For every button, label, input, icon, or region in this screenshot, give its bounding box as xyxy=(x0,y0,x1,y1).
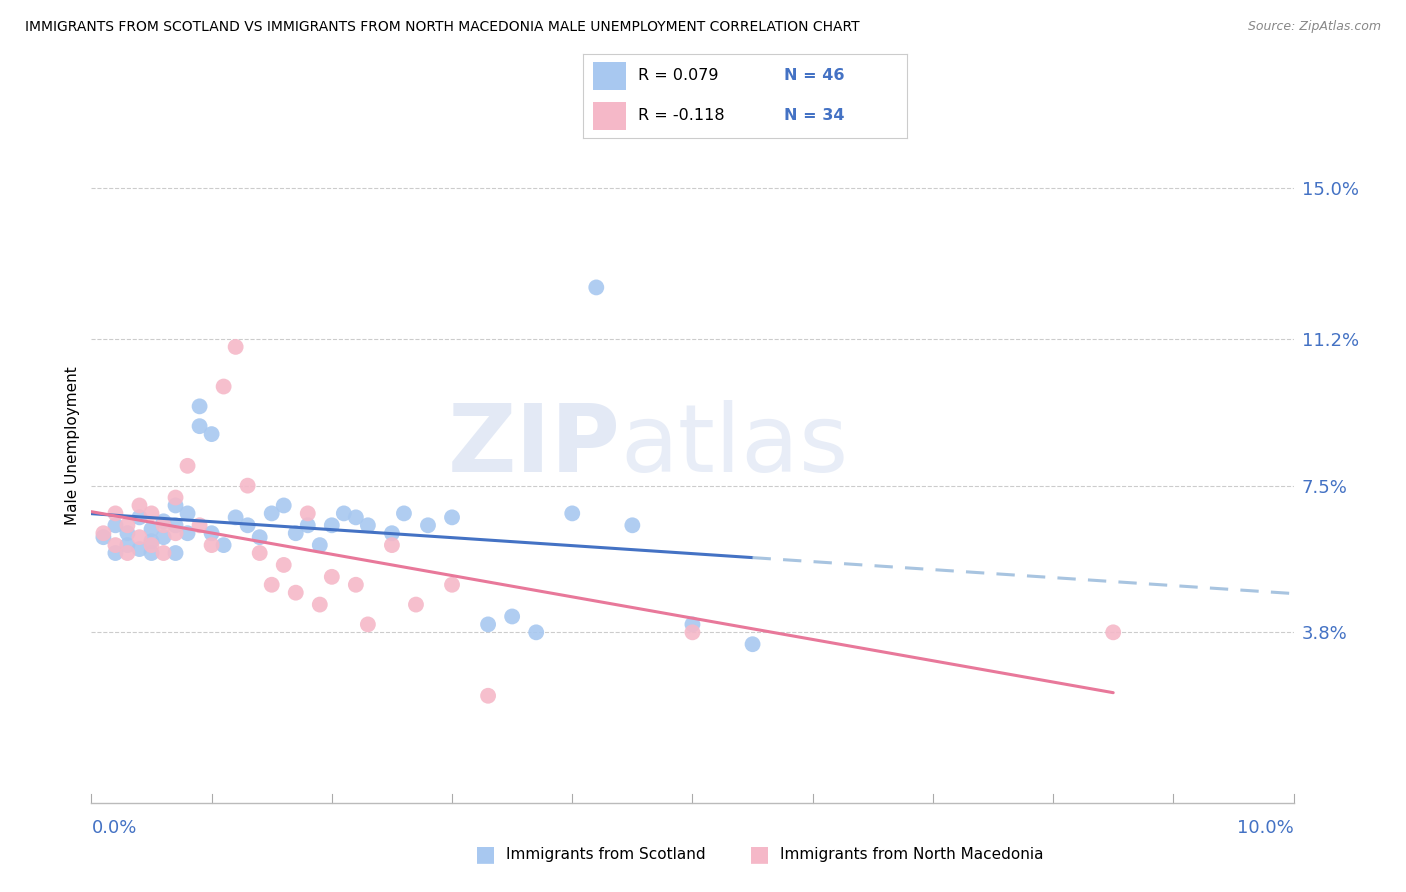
Point xyxy=(117,538,139,552)
Point xyxy=(284,526,307,541)
Point xyxy=(273,499,295,513)
Point xyxy=(561,507,583,521)
Point xyxy=(260,578,283,592)
Point xyxy=(225,340,247,354)
Point xyxy=(477,617,499,632)
Point xyxy=(128,542,150,557)
Point xyxy=(165,491,187,505)
Point xyxy=(344,510,367,524)
Point xyxy=(201,427,224,442)
Point xyxy=(524,625,547,640)
Text: R = -0.118: R = -0.118 xyxy=(638,108,725,123)
Point xyxy=(344,578,367,592)
Text: ZIP: ZIP xyxy=(447,400,620,492)
Point xyxy=(501,609,523,624)
Point xyxy=(201,538,224,552)
Text: N = 46: N = 46 xyxy=(785,69,845,84)
Point xyxy=(188,419,211,434)
Point xyxy=(176,526,198,541)
Text: atlas: atlas xyxy=(620,400,849,492)
Text: ■: ■ xyxy=(475,845,495,864)
Point xyxy=(128,499,150,513)
Point xyxy=(321,518,343,533)
Point xyxy=(297,518,319,533)
Point xyxy=(621,518,644,533)
Point xyxy=(416,518,439,533)
Point xyxy=(104,538,127,552)
Point xyxy=(585,280,607,294)
Point xyxy=(405,598,427,612)
Point xyxy=(681,625,703,640)
Point xyxy=(152,518,174,533)
Text: N = 34: N = 34 xyxy=(785,108,845,123)
Point xyxy=(188,400,211,414)
Point xyxy=(117,526,139,541)
Point xyxy=(141,546,163,560)
FancyBboxPatch shape xyxy=(593,102,626,130)
Point xyxy=(440,578,463,592)
FancyBboxPatch shape xyxy=(593,62,626,90)
Point xyxy=(212,379,235,393)
Point xyxy=(308,598,330,612)
Point xyxy=(128,510,150,524)
Point xyxy=(741,637,763,651)
Point xyxy=(165,518,187,533)
Point xyxy=(152,530,174,544)
Point xyxy=(212,538,235,552)
Y-axis label: Male Unemployment: Male Unemployment xyxy=(65,367,80,525)
Point xyxy=(141,534,163,549)
Point xyxy=(249,546,271,560)
Point xyxy=(236,518,259,533)
Text: 10.0%: 10.0% xyxy=(1237,819,1294,837)
Point xyxy=(260,507,283,521)
Text: R = 0.079: R = 0.079 xyxy=(638,69,718,84)
Point xyxy=(225,510,247,524)
Point xyxy=(333,507,356,521)
Point xyxy=(297,507,319,521)
Point xyxy=(141,538,163,552)
Point xyxy=(104,507,127,521)
Point xyxy=(93,526,115,541)
Point xyxy=(392,507,415,521)
Point xyxy=(104,518,127,533)
Point xyxy=(440,510,463,524)
Point xyxy=(104,546,127,560)
Point xyxy=(284,585,307,599)
Point xyxy=(165,499,187,513)
Text: 0.0%: 0.0% xyxy=(91,819,136,837)
Point xyxy=(477,689,499,703)
Point xyxy=(273,558,295,572)
Point xyxy=(681,617,703,632)
Point xyxy=(128,530,150,544)
Text: Source: ZipAtlas.com: Source: ZipAtlas.com xyxy=(1247,20,1381,33)
Point xyxy=(176,458,198,473)
Text: Immigrants from North Macedonia: Immigrants from North Macedonia xyxy=(780,847,1043,862)
Point xyxy=(188,518,211,533)
Point xyxy=(141,522,163,536)
Point xyxy=(176,507,198,521)
Text: IMMIGRANTS FROM SCOTLAND VS IMMIGRANTS FROM NORTH MACEDONIA MALE UNEMPLOYMENT CO: IMMIGRANTS FROM SCOTLAND VS IMMIGRANTS F… xyxy=(25,20,860,34)
Point xyxy=(357,518,380,533)
Point xyxy=(308,538,330,552)
Point xyxy=(381,538,404,552)
Point xyxy=(152,514,174,528)
Point xyxy=(321,570,343,584)
Point xyxy=(236,478,259,492)
Point xyxy=(357,617,380,632)
Point xyxy=(152,546,174,560)
Point xyxy=(165,546,187,560)
Point xyxy=(201,526,224,541)
Point xyxy=(117,546,139,560)
Point xyxy=(117,518,139,533)
Point xyxy=(165,526,187,541)
Point xyxy=(141,507,163,521)
Point xyxy=(93,530,115,544)
Text: ■: ■ xyxy=(749,845,769,864)
Text: Immigrants from Scotland: Immigrants from Scotland xyxy=(506,847,706,862)
Point xyxy=(381,526,404,541)
Point xyxy=(249,530,271,544)
Point xyxy=(1102,625,1125,640)
